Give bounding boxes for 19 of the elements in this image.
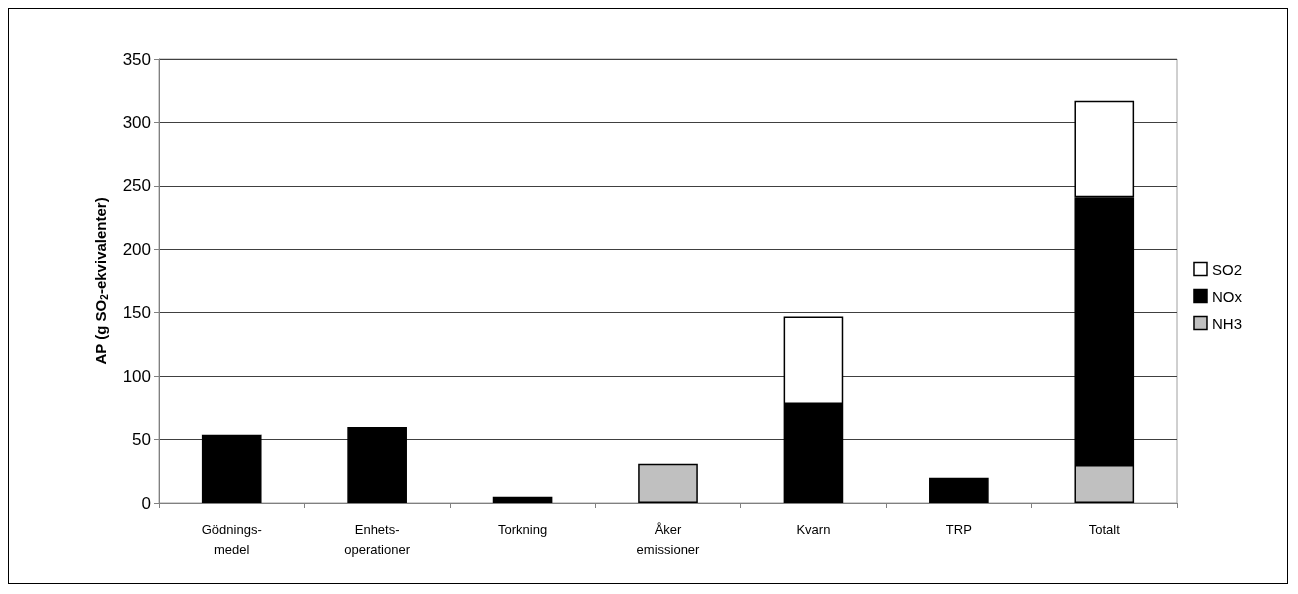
x-tick-label: Torkning [498,521,548,537]
x-tick-label: TRP [945,521,972,537]
x-tick-label: Gödnings- medel [201,521,262,557]
y-tick-label: 150 [122,303,151,323]
y-tick-label: 50 [132,430,151,450]
legend-label: SO2 [1211,260,1242,278]
y-tick-label: 300 [122,112,151,132]
x-tick-label: Kvarn [796,521,831,537]
y-tick-label: 100 [122,366,151,386]
legend-label: NOx [1211,287,1243,305]
x-tick-label: Åker emissioner [636,521,701,557]
y-axis-title: AP (g SO2-ekvivalenter) [91,197,110,365]
legend-label: NH3 [1211,314,1242,332]
y-tick-label: 0 [141,493,151,513]
y-tick-label: 350 [122,49,151,69]
x-tick-label: Totalt [1088,521,1121,537]
y-tick-label: 250 [122,176,151,196]
x-tick-label: Enhets- operationer [344,521,411,557]
y-tick-label: 200 [122,239,151,259]
